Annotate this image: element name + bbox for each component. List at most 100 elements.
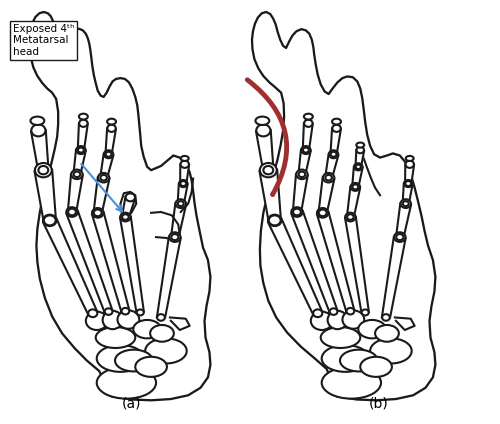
- Ellipse shape: [311, 312, 332, 330]
- Ellipse shape: [330, 152, 336, 157]
- Ellipse shape: [30, 117, 44, 125]
- Ellipse shape: [96, 367, 156, 399]
- Ellipse shape: [79, 114, 88, 120]
- Ellipse shape: [178, 201, 184, 206]
- Ellipse shape: [317, 208, 328, 218]
- Ellipse shape: [382, 314, 390, 321]
- Ellipse shape: [104, 150, 114, 158]
- Ellipse shape: [108, 125, 116, 132]
- Polygon shape: [122, 196, 135, 218]
- Ellipse shape: [356, 142, 364, 148]
- Ellipse shape: [304, 120, 312, 127]
- Polygon shape: [78, 123, 88, 150]
- Ellipse shape: [296, 170, 308, 179]
- Ellipse shape: [269, 215, 280, 226]
- Ellipse shape: [318, 209, 326, 216]
- Ellipse shape: [181, 156, 188, 161]
- Ellipse shape: [323, 173, 334, 182]
- Ellipse shape: [79, 120, 88, 127]
- Ellipse shape: [76, 146, 86, 154]
- Ellipse shape: [115, 350, 152, 371]
- Ellipse shape: [328, 311, 347, 329]
- Ellipse shape: [350, 183, 360, 191]
- Ellipse shape: [118, 310, 139, 329]
- Ellipse shape: [92, 208, 104, 218]
- Text: (b): (b): [368, 397, 388, 411]
- Ellipse shape: [313, 310, 322, 317]
- Text: (a): (a): [122, 397, 141, 411]
- Ellipse shape: [171, 234, 178, 240]
- Polygon shape: [382, 236, 406, 318]
- Polygon shape: [120, 216, 144, 313]
- Ellipse shape: [126, 193, 135, 201]
- Ellipse shape: [180, 181, 186, 186]
- Ellipse shape: [169, 232, 180, 242]
- Ellipse shape: [304, 114, 313, 120]
- Ellipse shape: [358, 320, 386, 338]
- Polygon shape: [94, 177, 110, 213]
- Ellipse shape: [356, 165, 361, 169]
- Polygon shape: [317, 212, 354, 312]
- Ellipse shape: [145, 338, 186, 363]
- Polygon shape: [31, 130, 48, 170]
- Ellipse shape: [301, 146, 310, 154]
- Ellipse shape: [122, 308, 130, 315]
- Polygon shape: [180, 164, 189, 184]
- Ellipse shape: [303, 148, 309, 153]
- Polygon shape: [325, 153, 338, 178]
- Ellipse shape: [268, 215, 281, 226]
- Ellipse shape: [107, 119, 116, 125]
- Polygon shape: [298, 150, 311, 175]
- Ellipse shape: [86, 312, 108, 330]
- Ellipse shape: [120, 213, 130, 221]
- Text: Exposed 4ᵗʰ
Metatarsal
head: Exposed 4ᵗʰ Metatarsal head: [12, 24, 74, 57]
- Ellipse shape: [180, 161, 189, 168]
- Ellipse shape: [74, 172, 80, 177]
- Polygon shape: [396, 203, 411, 237]
- Polygon shape: [171, 203, 186, 237]
- Polygon shape: [106, 128, 116, 154]
- Ellipse shape: [404, 180, 412, 187]
- Polygon shape: [157, 236, 181, 318]
- Ellipse shape: [362, 310, 368, 315]
- Ellipse shape: [326, 175, 332, 181]
- Polygon shape: [318, 177, 334, 213]
- Ellipse shape: [406, 156, 413, 161]
- Ellipse shape: [179, 180, 188, 187]
- Polygon shape: [66, 210, 112, 312]
- Polygon shape: [256, 130, 274, 170]
- Ellipse shape: [100, 175, 107, 181]
- Ellipse shape: [346, 308, 354, 315]
- Ellipse shape: [264, 166, 273, 174]
- Polygon shape: [303, 123, 313, 150]
- Ellipse shape: [256, 124, 270, 137]
- Polygon shape: [292, 210, 338, 312]
- Ellipse shape: [134, 320, 161, 338]
- Polygon shape: [100, 153, 114, 178]
- Polygon shape: [68, 174, 83, 212]
- Ellipse shape: [88, 310, 98, 317]
- Ellipse shape: [256, 117, 270, 125]
- Ellipse shape: [345, 213, 356, 221]
- Ellipse shape: [150, 325, 174, 342]
- Ellipse shape: [38, 166, 48, 174]
- Ellipse shape: [322, 367, 381, 399]
- Ellipse shape: [406, 161, 414, 168]
- Polygon shape: [345, 216, 369, 313]
- Polygon shape: [402, 183, 412, 204]
- Ellipse shape: [35, 163, 52, 177]
- Ellipse shape: [43, 215, 57, 226]
- Polygon shape: [405, 164, 414, 184]
- Polygon shape: [330, 128, 341, 154]
- Ellipse shape: [322, 345, 369, 372]
- Ellipse shape: [260, 163, 276, 177]
- FancyArrowPatch shape: [248, 80, 286, 195]
- Ellipse shape: [332, 125, 341, 132]
- Ellipse shape: [340, 350, 378, 371]
- Polygon shape: [74, 150, 86, 175]
- Ellipse shape: [102, 311, 122, 329]
- Ellipse shape: [403, 201, 408, 206]
- Polygon shape: [347, 186, 360, 218]
- Ellipse shape: [157, 314, 165, 321]
- Ellipse shape: [354, 163, 362, 170]
